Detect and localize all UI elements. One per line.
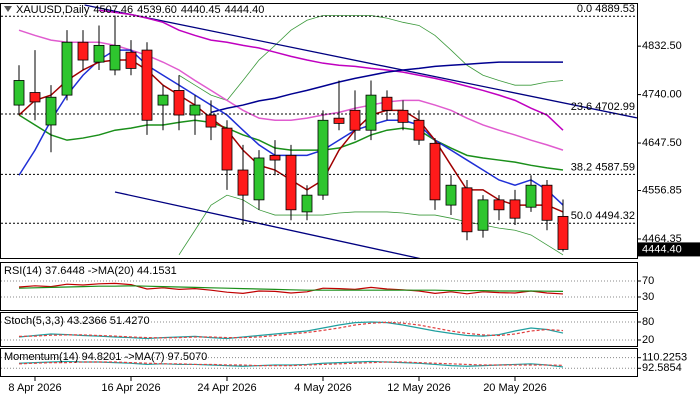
indicator-label: Momentum(14) 94.8201 ->MA(7) 97.5070 <box>4 351 207 363</box>
moving-average <box>18 29 564 151</box>
header-value: 4539.60 <box>137 4 177 16</box>
candle-body <box>413 119 425 141</box>
candle-body <box>301 194 313 213</box>
candle-body <box>397 109 409 123</box>
y-tick-label: 4464.35 <box>642 233 682 245</box>
candle-body <box>141 49 153 121</box>
candle-body <box>525 184 537 208</box>
candle-body <box>349 109 361 131</box>
candle-body <box>157 94 169 106</box>
stoch-plot <box>1 321 637 341</box>
candle-body <box>125 51 137 69</box>
candle-body <box>93 44 105 63</box>
main-panel-frame <box>0 3 638 259</box>
candle-body <box>285 154 297 211</box>
y-tick-label: 92.5854 <box>642 362 682 374</box>
candle-body <box>237 169 249 196</box>
stoch-panel-frame <box>0 312 638 347</box>
panel-frames <box>0 3 638 377</box>
rsi-panel-frame <box>0 262 638 311</box>
x-tick-label: 24 Apr 2026 <box>197 382 256 394</box>
header-value: 4507.46 <box>93 4 133 16</box>
y-tick-label: 80 <box>642 316 654 328</box>
candle-body <box>365 94 377 131</box>
header-value: 4440.45 <box>181 4 221 16</box>
indicator-line <box>18 321 564 339</box>
last-price-label: 4444.40 <box>642 243 682 255</box>
moving-average <box>210 61 563 114</box>
y-tick-label: 4832.50 <box>642 40 682 52</box>
axes: XAUUSD,Daily 4507.46 4539.60 4440.45 4444.40… <box>4 3 700 394</box>
rsi-plot <box>1 280 637 298</box>
y-tick-label: 70 <box>642 275 654 287</box>
candle-body <box>461 187 473 233</box>
y-tick-label: 110.2253 <box>642 352 687 364</box>
candle-body <box>13 80 25 106</box>
candle-body <box>557 215 569 250</box>
momentum-panel-frame <box>0 348 638 377</box>
candle-body <box>45 96 57 126</box>
indicator-line <box>18 282 564 295</box>
indicator-label: RSI(14) 37.6448 ->MA(20) 44.1531 <box>4 265 177 277</box>
trendline <box>84 4 637 119</box>
candle-body <box>205 114 217 128</box>
candle-body <box>381 96 393 111</box>
trendline <box>114 191 421 258</box>
candle-body <box>189 104 201 116</box>
candle-body <box>429 142 441 201</box>
y-tick-label: 4740.00 <box>642 89 682 101</box>
candle-body <box>61 41 73 96</box>
candle-body <box>541 184 553 221</box>
x-tick-label: 12 May 2026 <box>387 382 451 394</box>
fib-label: 50.0 4494.32 <box>571 210 635 222</box>
y-tick-label: 20 <box>642 334 654 346</box>
indicator-label: Stoch(5,3,3) 43.2366 51.4270 <box>4 315 150 327</box>
candle-body <box>477 199 489 231</box>
indicator-line <box>18 321 564 340</box>
momentum-plot <box>1 357 637 369</box>
candle-body <box>29 92 41 103</box>
x-tick-label: 20 May 2026 <box>483 382 547 394</box>
header-value: 4444.40 <box>225 4 265 16</box>
candle-body <box>269 154 281 161</box>
fib-label: 38.2 4587.59 <box>571 161 635 173</box>
chart-title: XAUUSD,Daily <box>16 4 90 16</box>
x-tick-label: 8 Apr 2026 <box>8 382 61 394</box>
candle-body <box>77 41 89 61</box>
candle-body <box>221 127 233 171</box>
chart-header: XAUUSD,Daily 4507.46 4539.60 4440.45 4444.40 <box>16 4 264 16</box>
candle-body <box>173 90 185 116</box>
candle-body <box>109 44 121 71</box>
fib-label: 0.0 4889.53 <box>577 3 635 15</box>
last-price-box <box>637 242 700 257</box>
y-tick-label: 4556.85 <box>642 184 682 196</box>
candle-body <box>445 184 457 206</box>
candle-body <box>493 199 505 211</box>
indicator-line <box>18 285 564 292</box>
moving-average <box>98 9 564 131</box>
y-tick-label: 4647.50 <box>642 137 682 149</box>
x-tick-label: 4 May 2026 <box>294 382 351 394</box>
candle-body <box>509 199 521 219</box>
y-tick-label: 30 <box>642 291 654 303</box>
candle-body <box>333 117 345 124</box>
candle-body <box>317 119 329 196</box>
indicator-line <box>18 361 564 367</box>
candle-body <box>253 157 265 201</box>
x-tick-label: 16 Apr 2026 <box>101 382 160 394</box>
main-plot <box>1 4 637 258</box>
symbol-icon <box>4 6 12 12</box>
band-line <box>178 15 564 101</box>
fib-label: 23.6 4702.99 <box>571 101 635 113</box>
